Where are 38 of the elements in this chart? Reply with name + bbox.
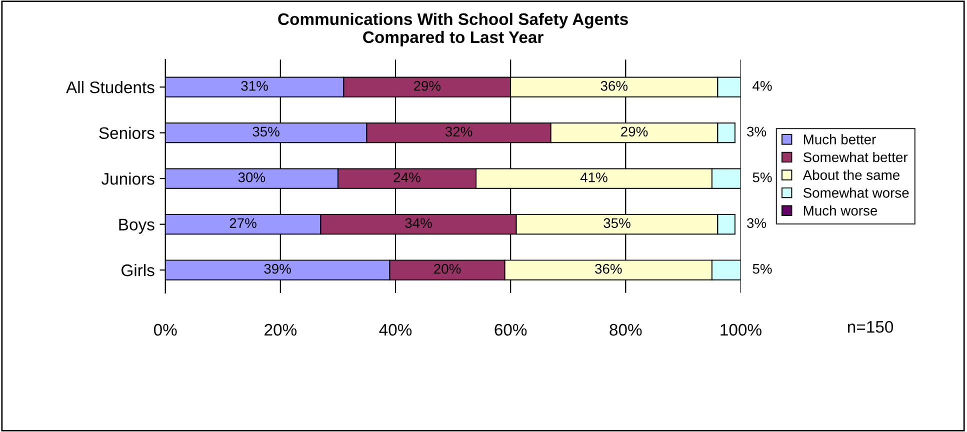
- x-tick-label: 40%: [379, 324, 412, 336]
- y-tick-label: Boys: [119, 218, 154, 234]
- x-tick-label: 20%: [264, 324, 297, 336]
- x-tick-label: 0%: [154, 324, 177, 336]
- data-label: 39%: [264, 264, 291, 274]
- data-label: 30%: [238, 172, 266, 182]
- data-label: 5%: [752, 172, 772, 182]
- data-label: 34%: [405, 218, 432, 228]
- x-tick-label: 80%: [610, 324, 642, 336]
- data-label: 32%: [445, 126, 472, 137]
- data-label: 29%: [414, 80, 441, 91]
- data-label: 3%: [747, 126, 766, 137]
- chart-title: Communications With School Safety Agents Compared to Last Year: [278, 12, 628, 46]
- y-tick-label: Girls: [122, 264, 154, 276]
- legend-label: Much better: [804, 134, 876, 144]
- data-label: 27%: [230, 218, 256, 228]
- data-label: 35%: [252, 126, 280, 137]
- legend-label: Much worse: [804, 205, 878, 216]
- data-label: 31%: [241, 80, 268, 91]
- legend-label: Somewhat better: [803, 152, 908, 162]
- data-label: 36%: [595, 264, 622, 274]
- data-label: 20%: [434, 264, 461, 274]
- data-label: 3%: [747, 218, 766, 228]
- x-tick-label: 60%: [494, 324, 527, 336]
- y-tick-label: Juniors: [101, 172, 154, 185]
- data-label: 29%: [621, 126, 648, 137]
- data-label: 35%: [604, 218, 630, 228]
- y-tick-label: Seniors: [99, 126, 154, 140]
- x-tick-label: 100%: [720, 324, 762, 336]
- text: n=150: [848, 320, 894, 333]
- legend-label: About the same: [802, 170, 900, 180]
- y-tick-label: All Students: [66, 81, 154, 94]
- data-label: 24%: [394, 172, 420, 182]
- data-label: 41%: [580, 172, 608, 182]
- data-label: 5%: [752, 264, 772, 274]
- legend-label: Somewhat worse: [803, 188, 909, 198]
- data-label: 36%: [600, 80, 628, 91]
- data-label: 4%: [752, 81, 772, 91]
